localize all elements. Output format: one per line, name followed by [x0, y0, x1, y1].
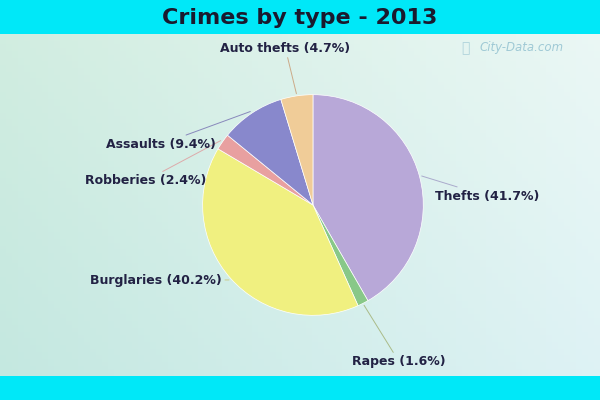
Text: Auto thefts (4.7%): Auto thefts (4.7%) [220, 42, 350, 94]
Text: Burglaries (40.2%): Burglaries (40.2%) [91, 274, 229, 286]
Text: City-Data.com: City-Data.com [480, 42, 564, 54]
Text: Thefts (41.7%): Thefts (41.7%) [422, 176, 539, 203]
Wedge shape [313, 205, 368, 306]
Wedge shape [281, 95, 313, 205]
Wedge shape [313, 95, 423, 301]
Wedge shape [227, 100, 313, 205]
Text: ⦾: ⦾ [461, 41, 469, 55]
Text: Rapes (1.6%): Rapes (1.6%) [352, 305, 446, 368]
Text: Assaults (9.4%): Assaults (9.4%) [106, 112, 250, 151]
Wedge shape [203, 149, 358, 315]
Text: Crimes by type - 2013: Crimes by type - 2013 [163, 8, 437, 28]
Wedge shape [218, 135, 313, 205]
Text: Robberies (2.4%): Robberies (2.4%) [85, 140, 221, 187]
